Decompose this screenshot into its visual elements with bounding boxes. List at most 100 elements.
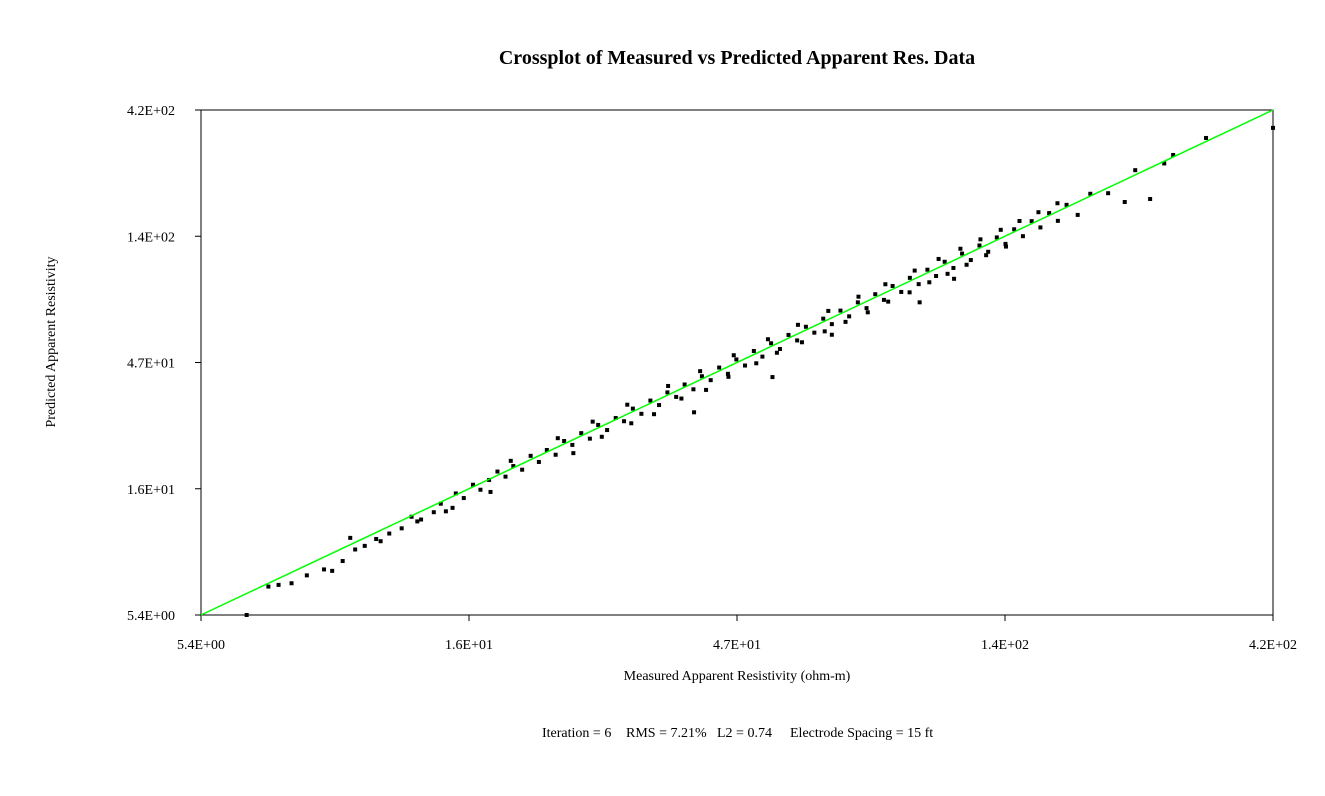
data-point — [934, 273, 939, 278]
data-point — [1055, 218, 1060, 223]
data-point — [912, 268, 917, 273]
data-point — [907, 275, 912, 280]
data-point — [605, 428, 610, 433]
data-point — [907, 290, 912, 295]
data-point — [883, 282, 888, 287]
data-point — [1029, 219, 1034, 224]
data-point — [1036, 210, 1041, 215]
data-point — [847, 314, 852, 319]
data-point — [622, 419, 627, 424]
data-point — [743, 363, 748, 368]
data-point — [599, 434, 604, 439]
data-point — [679, 396, 684, 401]
data-point — [864, 306, 869, 311]
data-point — [453, 491, 458, 496]
data-point — [829, 322, 834, 327]
data-point — [692, 410, 697, 415]
x-tick-label: 1.6E+01 — [445, 638, 493, 653]
data-point — [865, 310, 870, 315]
data-point — [511, 464, 516, 469]
data-point — [528, 453, 533, 458]
data-point — [704, 387, 709, 392]
data-point — [1038, 225, 1043, 230]
data-point — [873, 292, 878, 297]
data-point — [409, 514, 414, 519]
data-point — [536, 459, 541, 464]
data-point — [734, 357, 739, 362]
x-tick-label: 5.4E+00 — [177, 638, 225, 653]
electrode-spacing-text: Electrode Spacing = 15 ft — [790, 726, 933, 741]
data-point — [799, 340, 804, 345]
data-point — [1122, 200, 1127, 205]
l2-text: L2 = 0.74 — [717, 726, 772, 741]
data-points — [244, 125, 1275, 617]
data-point — [503, 474, 508, 479]
chart-title: Crossplot of Measured vs Predicted Appar… — [499, 47, 975, 69]
data-point — [1204, 135, 1209, 140]
data-point — [856, 294, 861, 299]
data-point — [1003, 244, 1008, 249]
data-point — [266, 584, 271, 589]
data-point — [812, 330, 817, 335]
data-point — [717, 365, 722, 370]
data-point — [630, 406, 635, 411]
x-tick-label: 1.4E+02 — [981, 638, 1029, 653]
data-point — [1075, 212, 1080, 217]
x-tick-label: 4.7E+01 — [713, 638, 761, 653]
data-point — [431, 510, 436, 515]
data-point — [822, 329, 827, 334]
data-point — [1088, 191, 1093, 196]
y-tick-label: 1.6E+01 — [127, 483, 175, 498]
reference-line — [200, 109, 1274, 616]
data-point — [443, 509, 448, 514]
data-point — [731, 353, 736, 358]
data-point — [438, 501, 443, 506]
data-point — [986, 249, 991, 254]
data-point — [544, 447, 549, 452]
data-point — [1106, 191, 1111, 196]
data-point — [786, 332, 791, 337]
data-point — [419, 517, 424, 522]
x-axis-label: Measured Apparent Resistivity (ohm-m) — [624, 669, 851, 684]
data-point — [652, 412, 657, 417]
data-point — [304, 573, 309, 578]
data-point — [322, 567, 327, 572]
data-point — [378, 539, 383, 544]
data-point — [613, 416, 618, 421]
data-point — [590, 419, 595, 424]
data-point — [977, 243, 982, 248]
data-point — [1020, 234, 1025, 239]
data-point — [1064, 202, 1069, 207]
data-point — [648, 398, 653, 403]
y-axis-ticks: 5.4E+00 1.6E+01 4.7E+01 1.4E+02 4.2E+02 — [127, 104, 201, 624]
data-point — [725, 371, 730, 376]
data-point — [1047, 211, 1052, 216]
data-point — [1017, 219, 1022, 224]
data-point — [843, 319, 848, 324]
data-point — [289, 581, 294, 586]
data-point — [765, 337, 770, 342]
data-point — [495, 469, 500, 474]
data-point — [754, 361, 759, 366]
data-point — [674, 394, 679, 399]
y-tick-label: 1.4E+02 — [127, 230, 175, 245]
data-point — [478, 487, 483, 492]
data-point — [1003, 241, 1008, 246]
data-point — [596, 422, 601, 427]
data-point — [699, 374, 704, 379]
data-point — [952, 276, 957, 281]
data-point — [562, 439, 567, 444]
data-point — [657, 403, 662, 408]
data-point — [362, 543, 367, 548]
data-point — [855, 300, 860, 305]
data-point — [994, 235, 999, 240]
data-point — [340, 559, 345, 564]
data-point — [795, 322, 800, 327]
x-axis-ticks: 5.4E+00 1.6E+01 4.7E+01 1.4E+02 4.2E+02 — [177, 615, 1297, 653]
data-point — [571, 451, 576, 456]
data-point — [1012, 227, 1017, 232]
data-point — [691, 387, 696, 392]
data-point — [951, 265, 956, 270]
data-point — [450, 505, 455, 510]
